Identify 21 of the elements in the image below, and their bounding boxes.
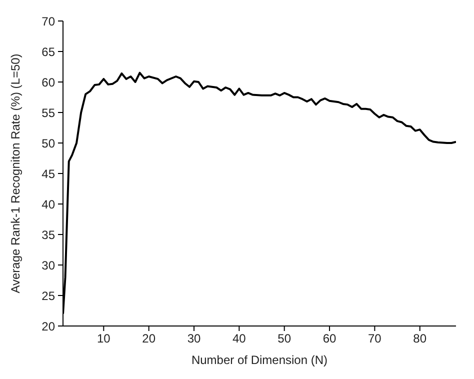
y-tick-label: 65 <box>42 44 56 59</box>
y-tick-label: 45 <box>42 166 56 181</box>
x-axis-title: Number of Dimension (N) <box>191 353 328 367</box>
y-tick-label: 35 <box>42 228 56 242</box>
x-tick-label: 10 <box>96 332 111 346</box>
y-tick-label: 55 <box>42 106 56 120</box>
y-tick-label: 20 <box>42 319 56 334</box>
x-tick-label: 50 <box>278 332 292 346</box>
y-tick-label: 50 <box>42 136 56 150</box>
x-tick-label: 30 <box>187 332 201 346</box>
y-tick-label: 25 <box>42 288 56 303</box>
x-tick-label: 80 <box>413 332 427 346</box>
x-tick-label: 70 <box>368 332 382 346</box>
y-tick-label: 30 <box>42 258 56 272</box>
y-tick-label: 70 <box>42 14 56 28</box>
y-tick-label: 60 <box>42 75 56 90</box>
x-tick-label: 40 <box>232 332 246 346</box>
x-tick-label: 60 <box>322 332 337 346</box>
x-tick-label: 20 <box>142 332 156 346</box>
y-tick-label: 40 <box>42 197 56 212</box>
y-axis-title: Average Rank-1 Recogniton Rate (%) (L=50) <box>8 54 22 294</box>
